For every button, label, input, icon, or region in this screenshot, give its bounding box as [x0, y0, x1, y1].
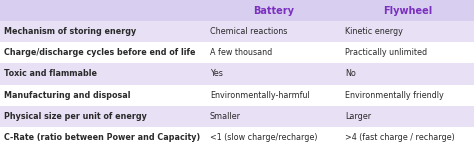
- Text: Larger: Larger: [345, 112, 371, 121]
- Text: <1 (slow charge/recharge): <1 (slow charge/recharge): [210, 133, 318, 142]
- Text: C-Rate (ratio between Power and Capacity): C-Rate (ratio between Power and Capacity…: [4, 133, 200, 142]
- Text: A few thousand: A few thousand: [210, 48, 272, 57]
- Text: >4 (fast charge / recharge): >4 (fast charge / recharge): [345, 133, 455, 142]
- Bar: [0, 42, 474, 63]
- Text: Chemical reactions: Chemical reactions: [210, 27, 287, 36]
- Text: Yes: Yes: [210, 70, 223, 78]
- Bar: [0, 85, 474, 106]
- Text: Environmentally-harmful: Environmentally-harmful: [210, 91, 310, 100]
- Text: Charge/discharge cycles before end of life: Charge/discharge cycles before end of li…: [4, 48, 195, 57]
- Text: Kinetic energy: Kinetic energy: [345, 27, 403, 36]
- Text: Toxic and flammable: Toxic and flammable: [4, 70, 97, 78]
- Text: Physical size per unit of energy: Physical size per unit of energy: [4, 112, 146, 121]
- Text: Environmentally friendly: Environmentally friendly: [345, 91, 444, 100]
- Text: No: No: [345, 70, 356, 78]
- Bar: [0, 0, 474, 21]
- Text: Smaller: Smaller: [210, 112, 241, 121]
- Bar: [0, 106, 474, 127]
- Text: Manufacturing and disposal: Manufacturing and disposal: [4, 91, 130, 100]
- Text: Battery: Battery: [253, 6, 294, 16]
- Text: Mechanism of storing energy: Mechanism of storing energy: [4, 27, 136, 36]
- Bar: [0, 21, 474, 42]
- Text: Flywheel: Flywheel: [383, 6, 432, 16]
- Bar: [0, 127, 474, 148]
- Text: Practically unlimited: Practically unlimited: [345, 48, 427, 57]
- Bar: [0, 63, 474, 85]
